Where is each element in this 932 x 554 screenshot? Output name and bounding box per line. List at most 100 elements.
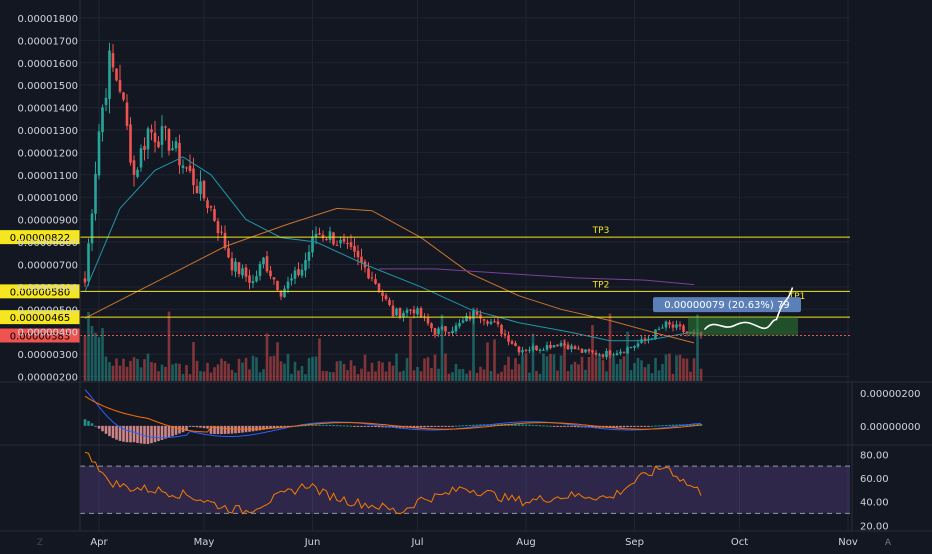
macd-histogram-bar [465, 425, 468, 427]
target-zone[interactable] [688, 317, 798, 336]
candle [601, 354, 605, 357]
volume-bar [671, 373, 675, 381]
candles [83, 42, 703, 360]
candle [580, 348, 584, 353]
candle [223, 232, 227, 249]
candle [164, 126, 167, 128]
macd-histogram-bar [146, 425, 150, 444]
macd-pane[interactable] [83, 389, 703, 444]
candle [563, 343, 566, 345]
level-price-label: 0.00000580 [10, 287, 70, 298]
volume-bar [192, 342, 195, 381]
volume-bar [419, 371, 423, 381]
volume-bar [111, 365, 115, 381]
volume-bar [468, 370, 472, 381]
volume-bars [83, 307, 703, 381]
macd-histogram-bar [528, 424, 531, 426]
macd-histogram-bar [577, 425, 580, 428]
volume-bar [486, 342, 489, 381]
volume-bar [104, 356, 108, 381]
volume-bar [458, 369, 461, 381]
candle [412, 309, 416, 314]
candle [444, 326, 447, 332]
candle [349, 242, 353, 247]
volume-bar [423, 358, 426, 381]
candle [381, 292, 384, 296]
macd-histogram-bar [430, 425, 433, 428]
candle [367, 268, 370, 279]
candle [419, 308, 423, 318]
rsi-pane[interactable] [80, 451, 850, 515]
candle [153, 132, 157, 143]
candle [244, 267, 248, 277]
macd-histogram-bar [234, 425, 237, 434]
macd-histogram-bar [356, 425, 360, 427]
candle [276, 280, 279, 291]
candle [514, 343, 517, 346]
macd-histogram-bar [328, 424, 332, 426]
macd-histogram-bar [164, 425, 167, 439]
candle [342, 238, 346, 242]
candle [321, 234, 325, 239]
macd-histogram-bar [188, 425, 192, 427]
candle [167, 128, 171, 151]
volume-bar [90, 325, 94, 381]
macd-histogram-bar [129, 425, 132, 443]
macd-histogram-bar [171, 425, 174, 437]
volume-bar [622, 356, 626, 381]
macd-histogram-bar [531, 424, 535, 426]
macd-histogram-bar [594, 425, 598, 428]
macd-histogram-bar [622, 425, 626, 428]
candle [94, 173, 97, 214]
volume-bar [615, 363, 619, 381]
price-pane[interactable]: 0.000008220.000005800.00000465TP3TP2TP10… [0, 42, 850, 381]
macd-histogram-bar [115, 425, 118, 440]
macd-histogram-bar [318, 424, 321, 426]
projection-path[interactable] [703, 287, 794, 331]
candle [332, 232, 335, 245]
volume-bar [426, 357, 430, 381]
macd-histogram-bar [458, 425, 461, 427]
volume-bar [601, 360, 605, 381]
volume-bar [612, 356, 615, 381]
candle [195, 186, 199, 193]
volume-bar [489, 371, 493, 381]
candle [535, 345, 538, 351]
volume-bar [353, 365, 356, 381]
macd-histogram-bar [97, 425, 101, 429]
macd-histogram-bar [549, 425, 552, 427]
volume-bar [108, 362, 111, 381]
candle [573, 346, 577, 350]
candle [202, 180, 206, 199]
volume-bar [640, 360, 643, 381]
candle [101, 107, 104, 133]
candle [297, 269, 300, 276]
candle [633, 345, 636, 348]
macd-histogram-bar [83, 419, 87, 426]
volume-bar [87, 311, 90, 381]
macd-histogram-bar [440, 425, 444, 427]
volume-bar [668, 353, 671, 381]
macd-histogram-bar [94, 425, 97, 427]
macd-histogram-bar [608, 425, 612, 428]
volume-bar [580, 356, 584, 381]
macd-histogram-bar [374, 425, 377, 428]
auto-scale-button[interactable]: A [885, 538, 892, 548]
candle [122, 92, 125, 100]
volume-bar [241, 362, 244, 381]
candle [654, 329, 657, 339]
candle [356, 250, 360, 258]
rsi-band [80, 466, 850, 514]
volume-bar [202, 371, 206, 381]
candle [209, 206, 213, 208]
candle [682, 325, 685, 332]
volume-bar [339, 360, 342, 381]
candle [612, 354, 615, 356]
macd-histogram-bar [213, 425, 216, 435]
time-tick-label: Apr [90, 537, 108, 548]
macd-histogram-bar [367, 425, 370, 427]
candle [685, 331, 689, 333]
volume-bar [524, 353, 528, 381]
candle [304, 260, 307, 271]
